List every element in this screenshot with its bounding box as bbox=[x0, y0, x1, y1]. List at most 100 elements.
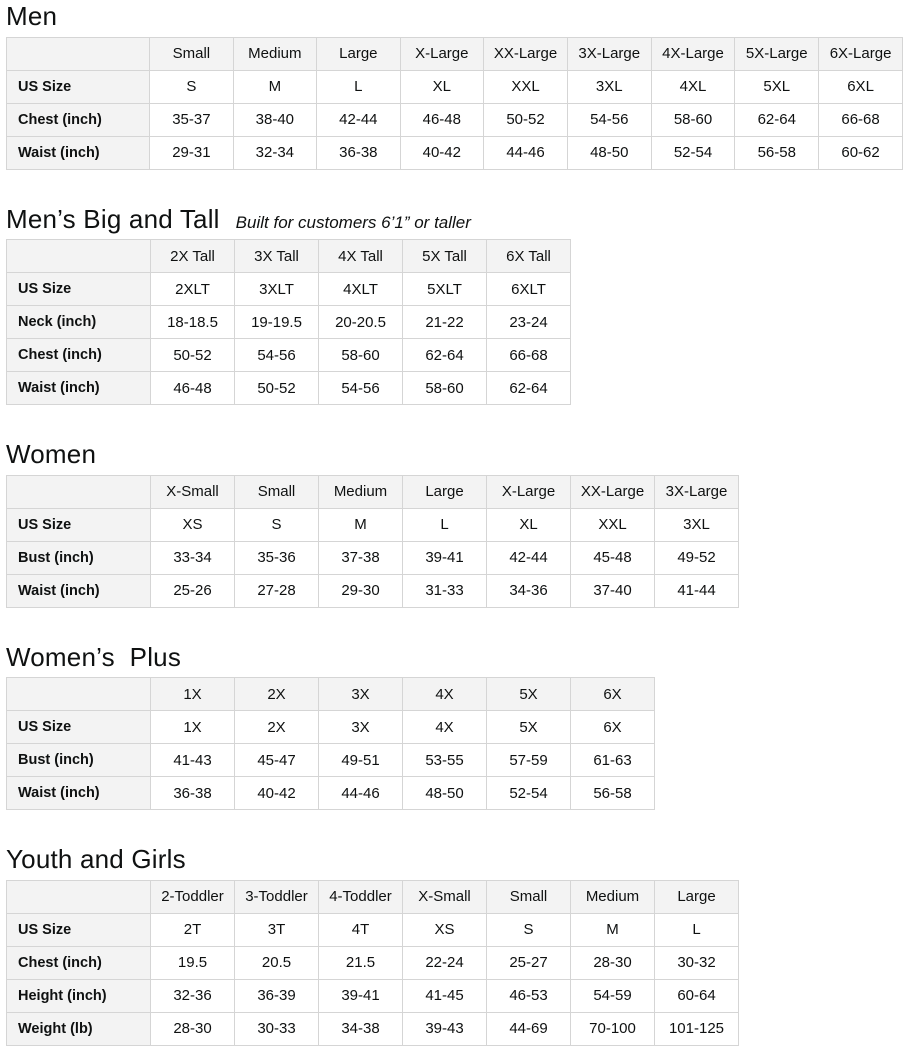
column-header: 3X-Large bbox=[654, 474, 739, 509]
table-cell: 32-36 bbox=[150, 978, 235, 1013]
table-cell: 2T bbox=[150, 912, 235, 947]
table-cell: L bbox=[402, 507, 487, 542]
table-cell: 28-30 bbox=[570, 945, 655, 980]
row-label: Bust (inch) bbox=[6, 540, 151, 575]
table-cell: 45-48 bbox=[570, 540, 655, 575]
table-cell: 62-64 bbox=[402, 338, 487, 373]
table-cell: 39-41 bbox=[402, 540, 487, 575]
column-header: 6X bbox=[570, 677, 655, 712]
table-cell: 66-68 bbox=[486, 338, 571, 373]
column-header: Large bbox=[402, 474, 487, 509]
row-label: Waist (inch) bbox=[6, 573, 151, 608]
table-cell: 54-56 bbox=[566, 102, 652, 137]
table-cell: M bbox=[232, 69, 318, 104]
table-cell: 5XLT bbox=[402, 272, 487, 307]
column-header: 6X-Large bbox=[818, 36, 903, 71]
table-cell: 101-125 bbox=[654, 1011, 739, 1046]
column-header: Medium bbox=[570, 879, 655, 914]
table-cell: 54-56 bbox=[234, 338, 319, 373]
table-cell: 28-30 bbox=[150, 1011, 235, 1046]
header-row: Small Medium Large X-Large XX-Large 3X-Large 4… bbox=[5, 36, 903, 71]
table-cell: 25-27 bbox=[486, 945, 571, 980]
table-cell: 3X bbox=[318, 710, 403, 745]
table-cell: 21.5 bbox=[318, 945, 403, 980]
row-label: Weight (lb) bbox=[6, 1011, 151, 1046]
size-table-womens-plus: 1X 2X 3X 4X 5X 6X US Size 1X 2X 3X 4X 5X 6X Bust (inc… bbox=[6, 677, 903, 811]
column-header: 4X bbox=[402, 677, 487, 712]
column-header: 4-Toddler bbox=[318, 879, 403, 914]
row-label: Waist (inch) bbox=[5, 135, 151, 170]
section-men-header: Men bbox=[6, 2, 903, 31]
table-cell: 39-43 bbox=[402, 1011, 487, 1046]
size-table-men: Small Medium Large X-Large XX-Large 3X-Large 4… bbox=[5, 36, 903, 170]
table-cell: 41-43 bbox=[150, 743, 235, 778]
size-table: X-Small Small Medium Large X-Large XX-Large 3X… bbox=[6, 474, 739, 608]
size-table: 2X Tall 3X Tall 4X Tall 5X Tall 6X Tall US Si… bbox=[6, 239, 571, 406]
table-cell: 46-48 bbox=[150, 371, 235, 406]
column-header: X-Small bbox=[150, 474, 235, 509]
column-header: Small bbox=[486, 879, 571, 914]
column-header: Small bbox=[234, 474, 319, 509]
section-womens-plus: Women’s Plus 1X 2X 3X 4X 5X 6X US Size 1X 2X 3X 4X… bbox=[6, 643, 903, 811]
section-youth-and-girls-title: Youth and Girls bbox=[6, 844, 186, 875]
table-cell: 56-58 bbox=[734, 135, 820, 170]
table-cell: 50-52 bbox=[483, 102, 568, 137]
table-cell: 4X bbox=[402, 710, 487, 745]
table-cell: 19.5 bbox=[150, 945, 235, 980]
column-header: 3X bbox=[318, 677, 403, 712]
table-cell: 21-22 bbox=[402, 305, 487, 340]
column-header bbox=[6, 677, 151, 712]
column-header: 3X Tall bbox=[234, 239, 319, 274]
section-women-title: Women bbox=[6, 439, 97, 470]
table-cell: L bbox=[316, 69, 401, 104]
table-row: Bust (inch) 33-34 35-36 37-38 39-41 42-44 45-4… bbox=[6, 540, 739, 575]
size-table-mens-big-and-tall: 2X Tall 3X Tall 4X Tall 5X Tall 6X Tall US Si… bbox=[6, 239, 903, 406]
table-cell: 35-36 bbox=[234, 540, 319, 575]
column-header: 6X Tall bbox=[486, 239, 571, 274]
section-mens-big-and-tall-title: Men’s Big and Tall bbox=[6, 203, 220, 234]
table-cell: XL bbox=[486, 507, 571, 542]
table-row: Waist (inch) 25-26 27-28 29-30 31-33 34-36 37-… bbox=[6, 573, 739, 608]
table-cell: 40-42 bbox=[399, 135, 485, 170]
table-cell: 6X bbox=[570, 710, 655, 745]
table-row: Bust (inch) 41-43 45-47 49-51 53-55 57-59 61-6… bbox=[6, 743, 655, 778]
table-cell: 54-56 bbox=[318, 371, 403, 406]
header-row: 2-Toddler 3-Toddler 4-Toddler X-Small Small M… bbox=[6, 879, 739, 914]
table-cell: XS bbox=[150, 507, 235, 542]
size-table-women: X-Small Small Medium Large X-Large XX-Large 3X… bbox=[6, 474, 903, 608]
table-cell: 33-34 bbox=[150, 540, 235, 575]
table-cell: 58-60 bbox=[402, 371, 487, 406]
table-cell: 39-41 bbox=[318, 978, 403, 1013]
table-cell: XS bbox=[402, 912, 487, 947]
column-header: Large bbox=[316, 36, 401, 71]
column-header bbox=[5, 36, 151, 71]
row-label: Waist (inch) bbox=[6, 371, 151, 406]
table-cell: 50-52 bbox=[150, 338, 235, 373]
row-label: US Size bbox=[6, 912, 151, 947]
table-cell: 3XL bbox=[654, 507, 739, 542]
column-header: Medium bbox=[318, 474, 403, 509]
row-label: US Size bbox=[6, 710, 151, 745]
table-cell: 41-44 bbox=[654, 573, 739, 608]
header-row: X-Small Small Medium Large X-Large XX-Large 3X… bbox=[6, 474, 739, 509]
table-cell: 70-100 bbox=[570, 1011, 655, 1046]
table-cell: 34-36 bbox=[486, 573, 571, 608]
table-cell: 25-26 bbox=[150, 573, 235, 608]
column-header: 4X-Large bbox=[650, 36, 736, 71]
column-header: Large bbox=[654, 879, 739, 914]
section-mens-big-and-tall-subtitle: Built for customers 6’1” or taller bbox=[235, 212, 471, 232]
table-cell: 27-28 bbox=[234, 573, 319, 608]
table-cell: 62-64 bbox=[734, 102, 820, 137]
table-row: Waist (inch) 36-38 40-42 44-46 48-50 52-54 56-… bbox=[6, 776, 655, 811]
row-label: US Size bbox=[5, 69, 151, 104]
section-youth-and-girls: Youth and Girls 2-Toddler 3-Toddler 4-Todd… bbox=[6, 845, 903, 1046]
column-header: 2X Tall bbox=[150, 239, 235, 274]
table-cell: XL bbox=[399, 69, 485, 104]
table-row: Weight (lb) 28-30 30-33 34-38 39-43 44-69 70-1… bbox=[6, 1011, 739, 1046]
table-cell: 2X bbox=[234, 710, 319, 745]
table-cell: 41-45 bbox=[402, 978, 487, 1013]
section-women-header: Women bbox=[6, 440, 903, 469]
table-cell: 22-24 bbox=[402, 945, 487, 980]
column-header bbox=[6, 239, 151, 274]
row-label: Chest (inch) bbox=[6, 945, 151, 980]
